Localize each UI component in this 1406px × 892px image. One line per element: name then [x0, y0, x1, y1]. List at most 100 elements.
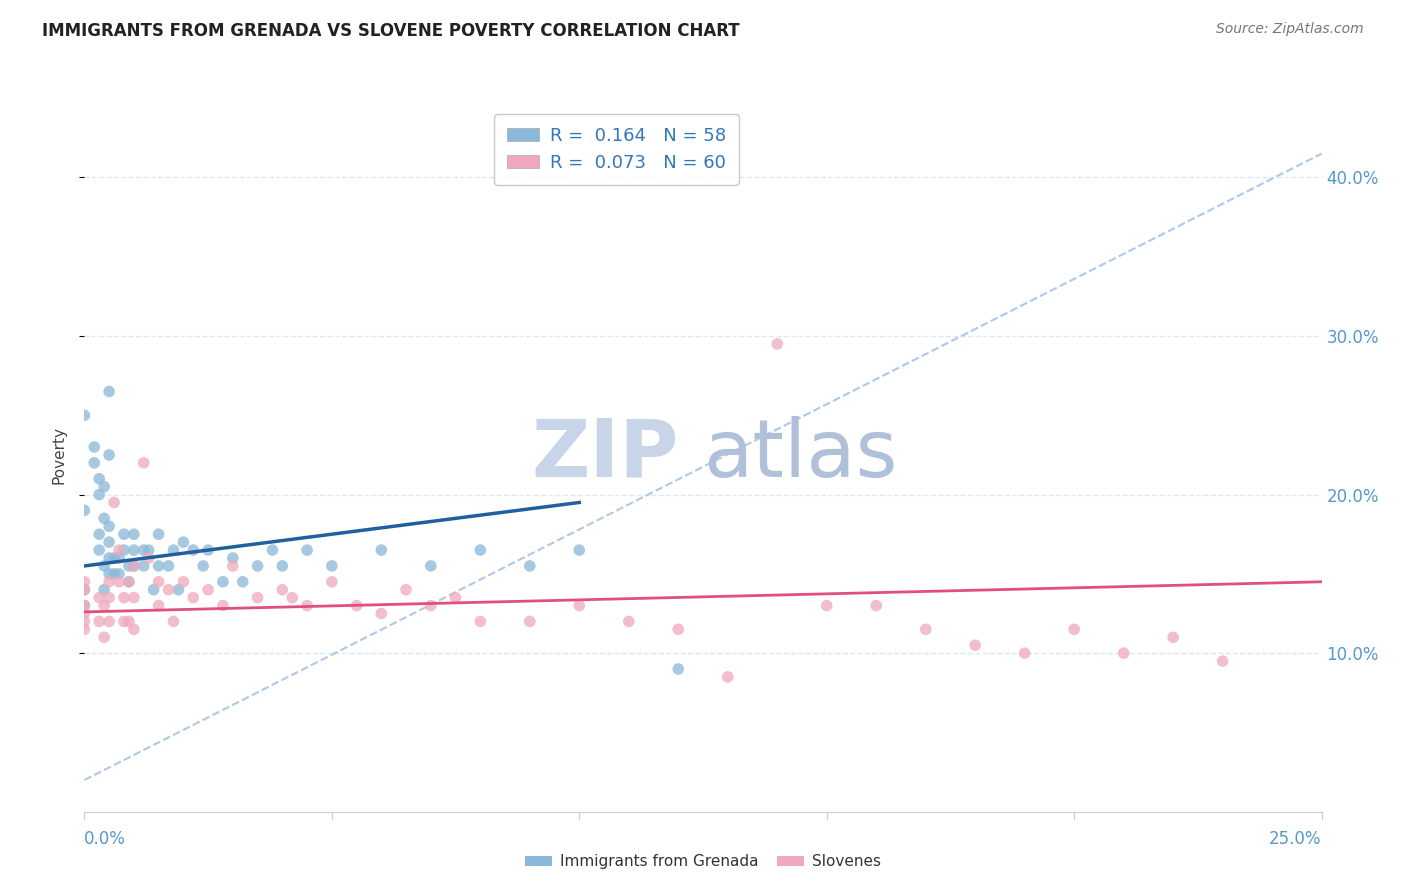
- Point: [103, 566, 125, 581]
- Point: [73, 599, 96, 613]
- Point: [112, 615, 135, 629]
- Point: [122, 558, 145, 573]
- Point: [222, 558, 245, 573]
- Text: IMMIGRANTS FROM GRENADA VS SLOVENE POVERTY CORRELATION CHART: IMMIGRANTS FROM GRENADA VS SLOVENE POVER…: [42, 22, 740, 40]
- Point: [162, 615, 184, 629]
- Point: [191, 558, 214, 573]
- Point: [73, 582, 96, 597]
- Point: [118, 615, 141, 629]
- Point: [568, 543, 591, 558]
- Point: [470, 615, 492, 629]
- Point: [93, 582, 115, 597]
- Point: [98, 535, 121, 549]
- Point: [112, 543, 135, 558]
- Point: [262, 543, 284, 558]
- Point: [271, 558, 294, 573]
- Point: [395, 582, 418, 597]
- Point: [212, 599, 235, 613]
- Point: [167, 582, 190, 597]
- Point: [617, 615, 640, 629]
- Point: [321, 558, 343, 573]
- Point: [815, 599, 838, 613]
- Point: [118, 558, 141, 573]
- Point: [93, 480, 115, 494]
- Text: 25.0%: 25.0%: [1270, 830, 1322, 847]
- Point: [1112, 646, 1135, 660]
- Point: [103, 495, 125, 509]
- Point: [122, 558, 145, 573]
- Point: [73, 623, 96, 637]
- Point: [122, 543, 145, 558]
- Point: [118, 574, 141, 589]
- Text: ZIP: ZIP: [531, 416, 678, 494]
- Point: [568, 599, 591, 613]
- Point: [148, 574, 170, 589]
- Point: [98, 519, 121, 533]
- Point: [172, 535, 194, 549]
- Point: [93, 511, 115, 525]
- Point: [865, 599, 887, 613]
- Point: [142, 582, 165, 597]
- Point: [138, 543, 160, 558]
- Legend: Immigrants from Grenada, Slovenes: Immigrants from Grenada, Slovenes: [519, 848, 887, 875]
- Point: [197, 582, 219, 597]
- Point: [122, 527, 145, 541]
- Point: [89, 527, 111, 541]
- Point: [246, 591, 269, 605]
- Point: [122, 591, 145, 605]
- Point: [965, 638, 987, 652]
- Point: [222, 551, 245, 566]
- Point: [108, 574, 131, 589]
- Point: [93, 558, 115, 573]
- Point: [419, 558, 441, 573]
- Point: [132, 456, 155, 470]
- Point: [1014, 646, 1036, 660]
- Point: [370, 543, 392, 558]
- Point: [370, 607, 392, 621]
- Point: [73, 615, 96, 629]
- Point: [98, 591, 121, 605]
- Point: [98, 384, 121, 399]
- Point: [112, 527, 135, 541]
- Point: [132, 543, 155, 558]
- Point: [321, 574, 343, 589]
- Point: [73, 409, 96, 423]
- Point: [157, 582, 180, 597]
- Point: [89, 487, 111, 501]
- Point: [295, 543, 318, 558]
- Point: [346, 599, 368, 613]
- Point: [89, 591, 111, 605]
- Point: [98, 574, 121, 589]
- Point: [118, 574, 141, 589]
- Legend: R =  0.164   N = 58, R =  0.073   N = 60: R = 0.164 N = 58, R = 0.073 N = 60: [494, 114, 738, 185]
- Point: [419, 599, 441, 613]
- Point: [98, 551, 121, 566]
- Point: [766, 337, 789, 351]
- Point: [83, 456, 105, 470]
- Point: [246, 558, 269, 573]
- Point: [89, 543, 111, 558]
- Point: [108, 566, 131, 581]
- Point: [108, 551, 131, 566]
- Point: [470, 543, 492, 558]
- Point: [138, 551, 160, 566]
- Point: [132, 558, 155, 573]
- Point: [98, 566, 121, 581]
- Point: [197, 543, 219, 558]
- Point: [73, 607, 96, 621]
- Point: [98, 448, 121, 462]
- Point: [666, 662, 689, 676]
- Point: [1063, 623, 1085, 637]
- Point: [93, 630, 115, 644]
- Point: [181, 591, 204, 605]
- Point: [89, 615, 111, 629]
- Text: atlas: atlas: [703, 416, 897, 494]
- Point: [172, 574, 194, 589]
- Point: [73, 503, 96, 517]
- Y-axis label: Poverty: Poverty: [51, 425, 66, 484]
- Point: [212, 574, 235, 589]
- Point: [89, 472, 111, 486]
- Point: [1212, 654, 1234, 668]
- Point: [83, 440, 105, 454]
- Point: [148, 558, 170, 573]
